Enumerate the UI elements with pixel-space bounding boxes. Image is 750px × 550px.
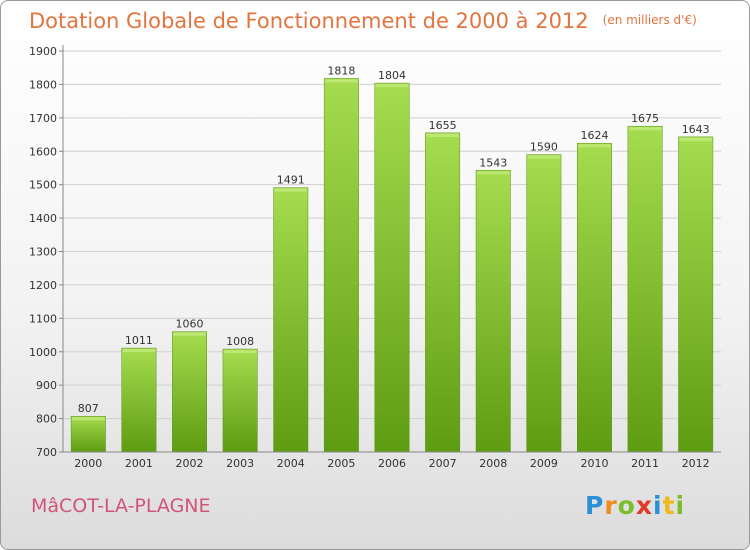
logo-letter: r — [604, 491, 618, 520]
bar-highlight — [223, 350, 257, 354]
x-tick-label: 2008 — [479, 457, 507, 470]
data-label-2001: 1011 — [125, 334, 153, 347]
x-tick-label: 2003 — [226, 457, 254, 470]
x-tick-label: 2000 — [74, 457, 102, 470]
y-tick-label: 1600 — [29, 145, 57, 158]
y-tick-label: 1400 — [29, 212, 57, 225]
y-tick-label: 1900 — [29, 45, 57, 58]
x-tick-label: 2004 — [277, 457, 305, 470]
axes — [59, 45, 721, 453]
bar-2010 — [577, 142, 612, 453]
y-tick-label: 800 — [36, 413, 57, 426]
data-label-2009: 1590 — [530, 141, 558, 154]
logo-letter: i — [653, 491, 663, 520]
x-tick-label: 2002 — [176, 457, 204, 470]
x-tick-label: 2006 — [378, 457, 406, 470]
x-tick-label: 2010 — [580, 457, 608, 470]
chart-unit: (en milliers d'€) — [602, 13, 697, 27]
chart-title-text: Dotation Globale de Fonctionnement de 20… — [29, 9, 589, 33]
bar-2007 — [425, 132, 461, 453]
y-tick-label: 700 — [36, 446, 57, 459]
bar-2006 — [374, 82, 410, 453]
bar-2003 — [222, 348, 258, 453]
bar-highlight — [679, 137, 712, 141]
y-tick-label: 1500 — [29, 179, 57, 192]
data-label-2008: 1543 — [479, 156, 507, 169]
bar-highlight — [426, 133, 459, 137]
x-tick-label: 2007 — [429, 457, 457, 470]
logo-letter: x — [635, 491, 653, 520]
data-label-2007: 1655 — [429, 119, 457, 132]
bar-2000 — [70, 415, 106, 453]
bars — [70, 78, 714, 453]
bar-2009 — [526, 154, 562, 453]
y-tick-label: 1700 — [29, 112, 57, 125]
bar-highlight — [72, 417, 105, 421]
bar-2002 — [172, 331, 207, 453]
data-label-2011: 1675 — [631, 112, 659, 125]
bar-highlight — [122, 349, 156, 353]
x-tick-label: 2001 — [125, 457, 153, 470]
data-label-2005: 1818 — [327, 64, 355, 77]
y-tick-label: 900 — [36, 379, 57, 392]
bar-2011 — [627, 125, 663, 453]
bar-2001 — [121, 347, 157, 453]
bar-highlight — [628, 127, 662, 131]
proxiti-logo: Proxiti — [585, 491, 685, 520]
y-tick-label: 1800 — [29, 78, 57, 91]
logo-letter: i — [675, 491, 686, 520]
chart-title: Dotation Globale de Fonctionnement de 20… — [29, 9, 697, 33]
x-tick-label: 2011 — [631, 457, 659, 470]
bar-2012 — [678, 136, 714, 453]
bar-highlight — [477, 171, 510, 175]
bar-highlight — [578, 144, 611, 148]
data-label-2004: 1491 — [277, 174, 305, 187]
data-label-2000: 807 — [78, 402, 99, 415]
bar-2004 — [273, 187, 309, 453]
bar-highlight — [274, 188, 307, 192]
data-label-2002: 1060 — [176, 318, 204, 331]
data-label-2010: 1624 — [580, 129, 608, 142]
bar-highlight — [527, 155, 561, 159]
x-tick-label: 2012 — [682, 457, 710, 470]
bar-highlight — [325, 79, 358, 83]
y-tick-label: 1000 — [29, 346, 57, 359]
logo-letter: t — [662, 491, 676, 520]
logo-letter: P — [585, 491, 605, 520]
logo-letter: o — [617, 491, 636, 520]
y-tick-label: 1100 — [29, 312, 57, 325]
labels: 700 800 900 1000 1100 1200 1300 1400 1500 1600 170… — [29, 45, 710, 470]
y-tick-label: 1300 — [29, 246, 57, 259]
x-tick-label: 2005 — [327, 457, 355, 470]
bar-2005 — [323, 78, 359, 453]
x-tick-label: 2009 — [530, 457, 558, 470]
data-label-2006: 1804 — [378, 69, 406, 82]
commune-name: MâCOT-LA-PLAGNE — [31, 495, 211, 517]
bar-highlight — [173, 332, 206, 336]
data-label-2012: 1643 — [682, 123, 710, 136]
y-tick-label: 1200 — [29, 279, 57, 292]
bar-highlight — [375, 84, 409, 88]
bar-2008 — [475, 170, 511, 453]
data-label-2003: 1008 — [226, 335, 254, 348]
